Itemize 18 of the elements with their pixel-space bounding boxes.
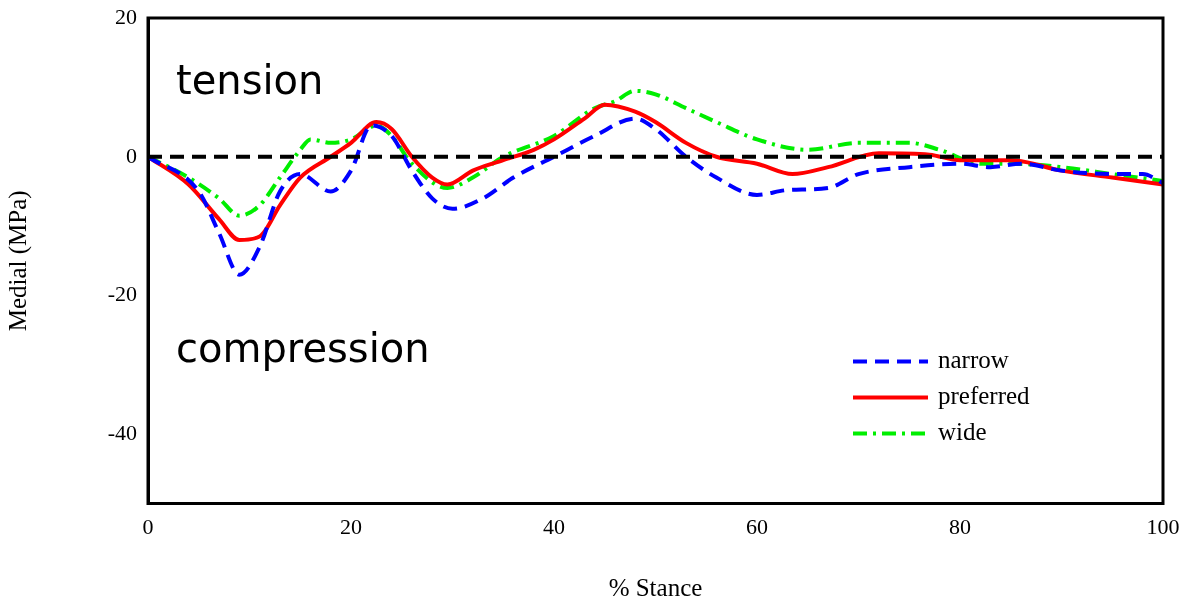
x-tick-label: 0	[142, 513, 154, 539]
y-tick-label: 20	[115, 3, 137, 29]
x-tick-label: 100	[1146, 513, 1180, 539]
line-series	[148, 116, 1163, 277]
annotation: compression	[176, 325, 430, 371]
x-tick-label: 60	[746, 513, 768, 539]
y-tick-label: -20	[107, 281, 137, 307]
legend-label: narrow	[938, 346, 1009, 374]
x-tick-label: 20	[340, 513, 362, 539]
x-tick-label: 80	[949, 513, 971, 539]
y-axis-title: Medial (MPa)	[3, 190, 32, 332]
annotation: tension	[176, 57, 324, 103]
x-axis-title: % Stance	[608, 573, 703, 601]
x-tick-label: 40	[543, 513, 565, 539]
y-tick-label: -40	[107, 420, 137, 446]
y-tick-label: 0	[126, 142, 137, 168]
legend-label: wide	[938, 418, 987, 446]
legend-label: preferred	[938, 382, 1031, 410]
